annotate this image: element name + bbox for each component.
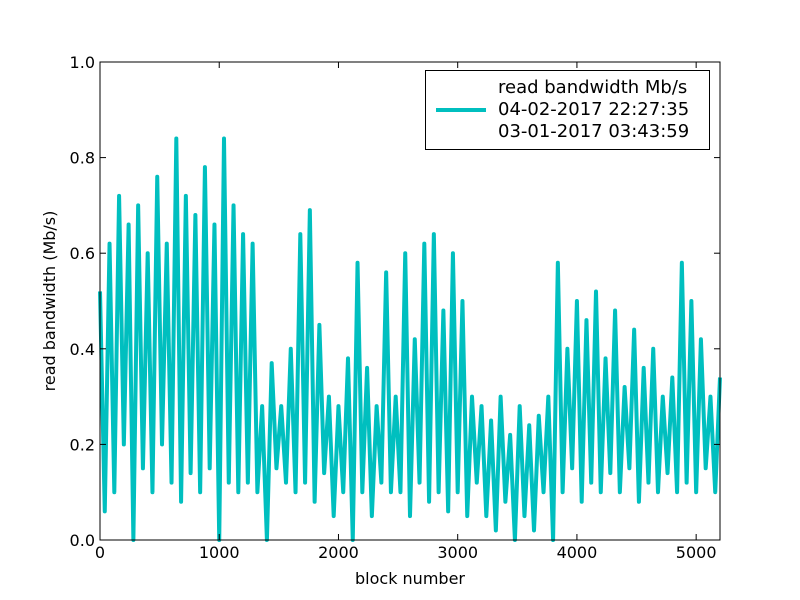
data-line	[98, 136, 722, 542]
y-tick-label: 0.6	[70, 244, 95, 263]
x-tick-label: 3000	[437, 543, 478, 562]
y-tick-label: 1.0	[70, 53, 95, 72]
x-tick-label: 0	[95, 543, 105, 562]
y-tick-label: 0.2	[70, 435, 95, 454]
legend-label: read bandwidth Mb/s 04-02-2017 22:27:35 …	[498, 77, 690, 142]
y-tick-label: 0.4	[70, 340, 95, 359]
legend-swatch-box	[436, 108, 486, 112]
y-tick-label: 0.8	[70, 149, 95, 168]
legend: read bandwidth Mb/s 04-02-2017 22:27:35 …	[425, 70, 710, 150]
x-axis-label: block number	[355, 569, 465, 588]
plot-frame	[99, 61, 721, 541]
y-axis-label: read bandwidth (Mb/s)	[40, 211, 59, 392]
x-tick-label: 2000	[318, 543, 359, 562]
x-tick-label: 4000	[557, 543, 598, 562]
x-tick-label: 5000	[676, 543, 717, 562]
x-tick-label: 1000	[199, 543, 240, 562]
y-tick-label: 0.0	[70, 531, 95, 550]
